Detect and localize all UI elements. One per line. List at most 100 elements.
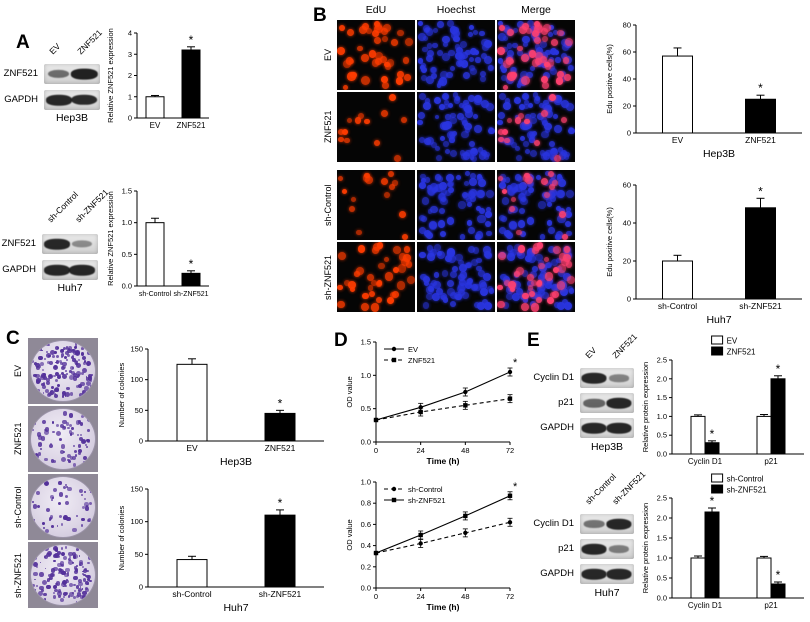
y-tick-label: 50 — [135, 550, 143, 559]
edu-cell-dot — [389, 291, 397, 299]
category-label: p21 — [764, 457, 778, 466]
colony-dot — [68, 559, 74, 565]
hoechst-cell-dot — [423, 101, 432, 110]
y-tick-label: 0 — [139, 437, 143, 446]
edu-cell-dot — [382, 82, 389, 90]
category-label: EV — [186, 443, 198, 453]
colony-dot — [60, 443, 66, 449]
merge-edu-dot — [516, 229, 522, 236]
merge-edu-dot — [557, 264, 567, 273]
edu-cell-dot — [376, 280, 383, 286]
merge-hoechst-dot — [522, 297, 528, 303]
colony-dot — [84, 580, 90, 586]
edu-cell-dot — [368, 50, 377, 58]
colony-dot — [58, 481, 62, 485]
western-blot — [580, 393, 634, 413]
hoechst-cell-dot — [450, 270, 458, 278]
hoechst-cell-dot — [472, 114, 478, 120]
hoechst-cell-dot — [473, 125, 482, 134]
merge-hoechst-dot — [553, 125, 562, 134]
colony-dot — [60, 348, 65, 354]
hoechst-cell-dot — [447, 255, 456, 264]
merge-hoechst-dot — [515, 183, 524, 192]
hoechst-cell-dot — [445, 149, 451, 154]
merge-hoechst-dot — [524, 99, 530, 105]
colony-dot — [47, 573, 52, 578]
merge-hoechst-dot — [547, 246, 555, 254]
colony-dot — [45, 528, 50, 533]
merge-edu-dot — [534, 37, 542, 44]
colony-dot — [90, 380, 93, 383]
colony-dot — [86, 414, 90, 418]
edu-cell-dot — [354, 117, 361, 124]
hoechst-cell-dot — [448, 103, 453, 109]
blot-row-label: GAPDH — [2, 264, 36, 275]
merge-hoechst-dot — [543, 122, 552, 131]
western-blot — [580, 418, 634, 438]
colony-dot — [58, 568, 63, 573]
hoechst-cell-dot — [437, 220, 446, 228]
hoechst-cell-dot — [486, 230, 492, 236]
colony-dot — [53, 393, 58, 398]
colony-dot — [60, 597, 65, 603]
y-tick-label: 1.5 — [657, 534, 667, 543]
merge-edu-dot — [509, 58, 515, 64]
merge-hoechst-dot — [497, 58, 504, 65]
hoechst-cell-dot — [436, 250, 443, 257]
x-axis-label: Time (h) — [427, 456, 460, 466]
data-marker — [418, 541, 423, 546]
merge-edu-dot — [558, 253, 566, 261]
edu-cell-dot — [384, 257, 390, 263]
hoechst-cell-dot — [468, 56, 474, 62]
hoechst-cell-dot — [479, 208, 485, 215]
colony-dot — [44, 457, 48, 461]
legend-swatch — [711, 484, 724, 494]
colony-dot — [72, 561, 75, 564]
edu-cell-dot — [380, 109, 389, 118]
colony-dot — [83, 567, 87, 571]
y-axis-label: Edu positive cells(%) — [605, 207, 614, 277]
merge-hoechst-dot — [506, 136, 515, 145]
legend-label: sh-Control — [727, 475, 764, 484]
edu-cell-dot — [346, 117, 353, 124]
merge-edu-dot — [551, 39, 558, 46]
western-blot — [42, 234, 98, 254]
hoechst-cell-dot — [445, 114, 451, 120]
colony-dot — [50, 458, 55, 463]
edu-cell-dot — [380, 177, 388, 185]
hoechst-cell-dot — [459, 263, 468, 272]
hoechst-cell-dot — [460, 60, 469, 68]
colony-dot — [53, 350, 57, 354]
hoechst-cell-dot — [468, 178, 478, 187]
y-axis-label: Edu positive cells(%) — [605, 44, 614, 114]
hoechst-cell-dot — [459, 234, 466, 240]
hoechst-cell-dot — [471, 147, 478, 154]
colony-dot — [81, 371, 85, 375]
colony-dot — [52, 430, 55, 434]
colony-dot — [79, 560, 84, 565]
colony-dot — [88, 347, 93, 352]
hoechst-cell-dot — [477, 175, 483, 182]
edu-cell-dot — [401, 233, 408, 240]
hoechst-cell-dot — [449, 291, 458, 300]
legend-swatch — [711, 346, 724, 356]
hoechst-cell-dot — [455, 174, 461, 180]
merge-hoechst-dot — [566, 230, 572, 236]
colony-dot — [89, 502, 93, 506]
category-label: sh-Control — [139, 291, 172, 298]
colony-dot — [62, 374, 68, 379]
merge-hoechst-dot — [557, 175, 563, 182]
hoechst-cell-dot — [427, 186, 436, 195]
hoechst-cell-dot — [427, 286, 434, 293]
merge-edu-dot — [531, 30, 539, 38]
blot-band — [45, 94, 72, 106]
edu-cell-dot — [343, 279, 351, 287]
colony-dot — [31, 552, 34, 555]
colony-dot — [87, 555, 92, 560]
y-tick-label: 0.4 — [361, 541, 371, 550]
merge-edu-dot — [552, 246, 561, 255]
colony-dot — [35, 373, 40, 379]
colony-dot — [52, 496, 55, 499]
hoechst-cell-dot — [478, 151, 487, 160]
colony-dot — [46, 360, 51, 365]
